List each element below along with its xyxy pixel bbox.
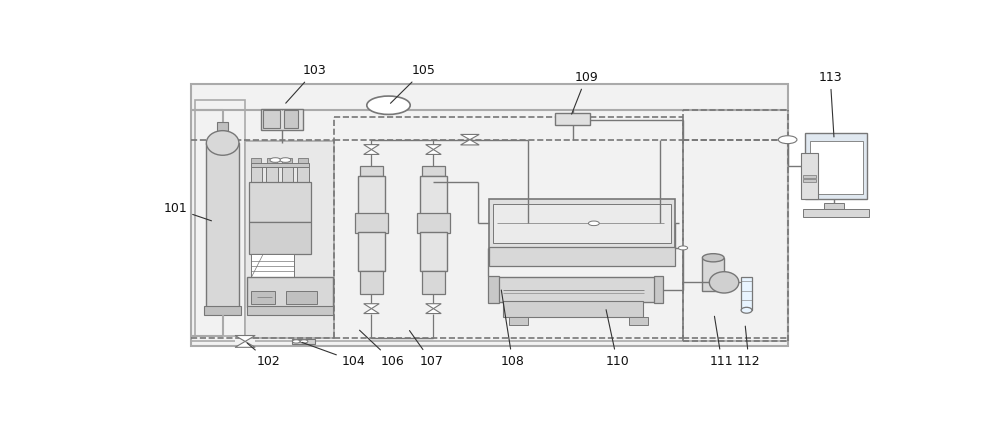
FancyBboxPatch shape	[298, 158, 308, 164]
FancyBboxPatch shape	[251, 163, 309, 167]
Circle shape	[678, 246, 688, 250]
FancyBboxPatch shape	[360, 166, 383, 176]
FancyBboxPatch shape	[420, 232, 447, 271]
FancyBboxPatch shape	[509, 317, 528, 325]
Circle shape	[778, 136, 797, 144]
FancyBboxPatch shape	[803, 209, 869, 217]
FancyBboxPatch shape	[358, 232, 385, 271]
FancyBboxPatch shape	[191, 84, 788, 346]
FancyBboxPatch shape	[292, 339, 315, 344]
FancyBboxPatch shape	[555, 113, 590, 125]
FancyBboxPatch shape	[360, 271, 383, 294]
FancyBboxPatch shape	[493, 277, 656, 302]
Polygon shape	[235, 341, 255, 347]
Polygon shape	[364, 304, 379, 308]
Text: 110: 110	[605, 310, 629, 368]
FancyBboxPatch shape	[267, 158, 277, 164]
Circle shape	[367, 96, 410, 115]
FancyBboxPatch shape	[654, 276, 663, 303]
Polygon shape	[426, 144, 441, 150]
Polygon shape	[426, 150, 441, 155]
Text: 104: 104	[302, 343, 366, 368]
Text: 101: 101	[164, 202, 211, 221]
FancyBboxPatch shape	[251, 158, 261, 164]
FancyBboxPatch shape	[629, 317, 648, 325]
Polygon shape	[364, 150, 379, 155]
FancyBboxPatch shape	[417, 213, 450, 233]
FancyBboxPatch shape	[263, 110, 280, 128]
FancyBboxPatch shape	[741, 277, 752, 310]
Circle shape	[292, 340, 300, 343]
Polygon shape	[461, 140, 479, 145]
FancyBboxPatch shape	[420, 176, 447, 215]
Text: 113: 113	[818, 71, 842, 137]
Polygon shape	[364, 308, 379, 314]
FancyBboxPatch shape	[489, 247, 675, 266]
FancyBboxPatch shape	[282, 164, 293, 182]
FancyBboxPatch shape	[284, 110, 298, 128]
Polygon shape	[426, 304, 441, 308]
FancyBboxPatch shape	[493, 204, 671, 243]
Circle shape	[270, 158, 281, 162]
Circle shape	[280, 158, 291, 162]
Ellipse shape	[702, 253, 724, 262]
Polygon shape	[426, 308, 441, 314]
Text: 111: 111	[710, 316, 734, 368]
Ellipse shape	[741, 307, 752, 313]
Text: 105: 105	[390, 64, 435, 103]
Text: 109: 109	[572, 71, 598, 114]
Text: 106: 106	[360, 330, 404, 368]
Text: 107: 107	[409, 331, 443, 368]
FancyBboxPatch shape	[355, 213, 388, 233]
FancyBboxPatch shape	[803, 175, 816, 178]
FancyBboxPatch shape	[249, 222, 311, 254]
FancyBboxPatch shape	[805, 133, 867, 199]
FancyBboxPatch shape	[251, 164, 262, 182]
FancyBboxPatch shape	[266, 164, 278, 182]
FancyBboxPatch shape	[422, 271, 445, 294]
Polygon shape	[461, 135, 479, 140]
Text: 108: 108	[501, 290, 524, 368]
Text: 102: 102	[247, 343, 280, 368]
Polygon shape	[235, 336, 255, 341]
FancyBboxPatch shape	[247, 306, 333, 315]
Ellipse shape	[206, 131, 239, 155]
FancyBboxPatch shape	[358, 176, 385, 215]
FancyBboxPatch shape	[249, 182, 311, 222]
FancyBboxPatch shape	[488, 276, 499, 303]
FancyBboxPatch shape	[286, 291, 317, 304]
FancyBboxPatch shape	[422, 166, 445, 176]
FancyBboxPatch shape	[824, 203, 844, 209]
Polygon shape	[364, 144, 379, 150]
FancyBboxPatch shape	[702, 258, 724, 291]
FancyBboxPatch shape	[247, 277, 333, 307]
Ellipse shape	[709, 272, 739, 293]
FancyBboxPatch shape	[245, 141, 334, 338]
FancyBboxPatch shape	[206, 143, 239, 307]
FancyBboxPatch shape	[217, 122, 228, 132]
Text: 103: 103	[286, 64, 327, 103]
FancyBboxPatch shape	[297, 164, 309, 182]
Circle shape	[588, 221, 599, 226]
FancyBboxPatch shape	[803, 179, 816, 182]
FancyBboxPatch shape	[251, 254, 294, 277]
FancyBboxPatch shape	[801, 153, 818, 199]
FancyBboxPatch shape	[282, 158, 292, 164]
FancyBboxPatch shape	[503, 301, 643, 317]
FancyBboxPatch shape	[204, 306, 241, 315]
FancyBboxPatch shape	[251, 291, 275, 304]
FancyBboxPatch shape	[810, 141, 863, 194]
Circle shape	[300, 340, 308, 343]
FancyBboxPatch shape	[261, 109, 303, 130]
Text: 112: 112	[737, 326, 761, 368]
FancyBboxPatch shape	[489, 199, 675, 248]
